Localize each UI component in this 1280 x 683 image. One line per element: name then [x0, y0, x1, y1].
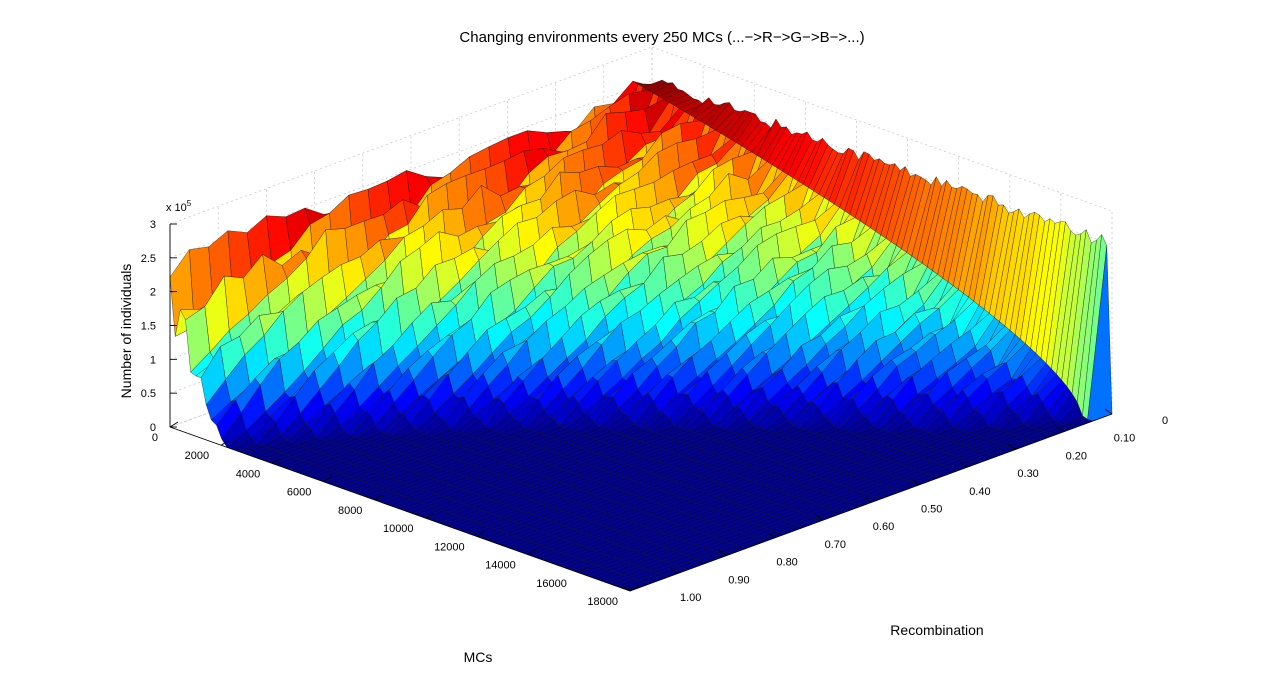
z-tick-label: 3 — [150, 219, 156, 231]
z-tick-label: 0.5 — [141, 388, 156, 400]
y-tick-mark — [622, 585, 631, 592]
x-tick-label: 18000 — [587, 596, 618, 608]
x-tick-label: 4000 — [236, 468, 260, 480]
x-tick-mark — [476, 530, 485, 537]
grid-line — [169, 80, 653, 259]
y-tick-mark — [815, 514, 824, 521]
y-tick-label: 0 — [1162, 415, 1168, 427]
y-tick-mark — [1056, 426, 1065, 433]
y-tick-mark — [863, 497, 872, 503]
z-axis-label: Number of individuals — [118, 264, 134, 399]
y-axis-label: Recombination — [890, 622, 983, 638]
z-tick-label: 2.5 — [141, 253, 156, 265]
y-tick-mark — [960, 461, 968, 468]
x-axis-label: MCs — [464, 649, 493, 665]
grid-line — [169, 46, 653, 225]
y-tick-mark — [719, 550, 727, 556]
x-tick-mark — [220, 439, 230, 446]
z-exponent: x 105 — [166, 199, 192, 214]
y-tick-label: 0.50 — [921, 504, 942, 516]
y-tick-label: 0.90 — [728, 574, 749, 586]
grid-line — [651, 46, 1113, 212]
y-tick-mark — [670, 567, 679, 574]
y-tick-mark — [911, 479, 920, 486]
x-axis-line — [169, 426, 631, 592]
x-tick-mark — [323, 476, 332, 483]
y-tick-mark — [1104, 408, 1113, 415]
x-tick-mark — [425, 512, 434, 519]
x-tick-mark — [527, 549, 537, 555]
z-tick-label: 1.5 — [141, 321, 156, 333]
y-tick-label: 1.00 — [680, 592, 701, 604]
x-tick-label: 8000 — [338, 505, 362, 517]
x-tick-label: 16000 — [536, 578, 567, 590]
y-tick-mark — [1008, 444, 1016, 450]
y-tick-label: 0.10 — [1114, 433, 1135, 445]
x-tick-label: 12000 — [434, 541, 465, 553]
x-tick-label: 6000 — [287, 487, 311, 499]
x-tick-label: 14000 — [485, 560, 516, 572]
y-tick-label: 0.20 — [1066, 450, 1087, 462]
y-tick-label: 0.40 — [969, 486, 990, 498]
y-tick-label: 0.80 — [776, 557, 797, 569]
x-tick-mark — [578, 567, 588, 574]
x-tick-label: 10000 — [383, 523, 414, 535]
x-tick-mark — [169, 421, 179, 428]
y-tick-label: 0.60 — [873, 521, 894, 533]
chart-title: Changing environments every 250 MCs (...… — [459, 29, 864, 46]
y-tick-label: 0.30 — [1017, 468, 1038, 480]
z-tick-label: 2 — [150, 287, 156, 299]
surface-plot — [169, 79, 1113, 592]
x-tick-mark — [271, 458, 281, 464]
z-tick-label: 0 — [150, 422, 156, 434]
x-tick-label: 0 — [152, 432, 158, 444]
x-tick-label: 2000 — [185, 450, 209, 462]
x-tick-mark — [374, 494, 383, 501]
y-tick-mark — [767, 532, 775, 539]
chart-axes: 0 2000 4000 6000 8000 10000 12000 14000 16000 180… — [141, 219, 1168, 608]
z-tick-label: 1 — [150, 354, 156, 366]
y-tick-label: 0.70 — [825, 539, 846, 551]
